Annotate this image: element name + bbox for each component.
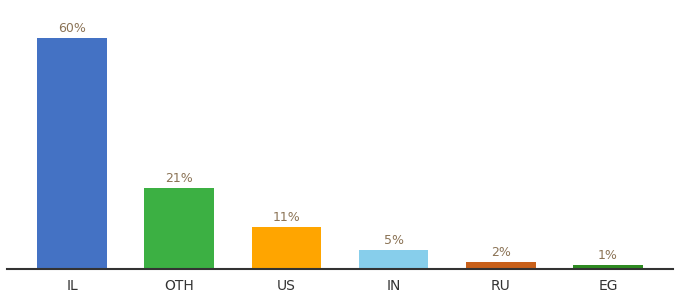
- Text: 5%: 5%: [384, 234, 404, 247]
- Text: 11%: 11%: [273, 211, 301, 224]
- Bar: [144, 188, 214, 269]
- Bar: [359, 250, 428, 269]
- Bar: [252, 227, 321, 269]
- Bar: [573, 266, 643, 269]
- Text: 1%: 1%: [598, 249, 618, 262]
- Bar: [37, 38, 107, 269]
- Text: 2%: 2%: [491, 245, 511, 259]
- Text: 60%: 60%: [58, 22, 86, 35]
- Bar: [466, 262, 536, 269]
- Text: 21%: 21%: [165, 172, 193, 185]
